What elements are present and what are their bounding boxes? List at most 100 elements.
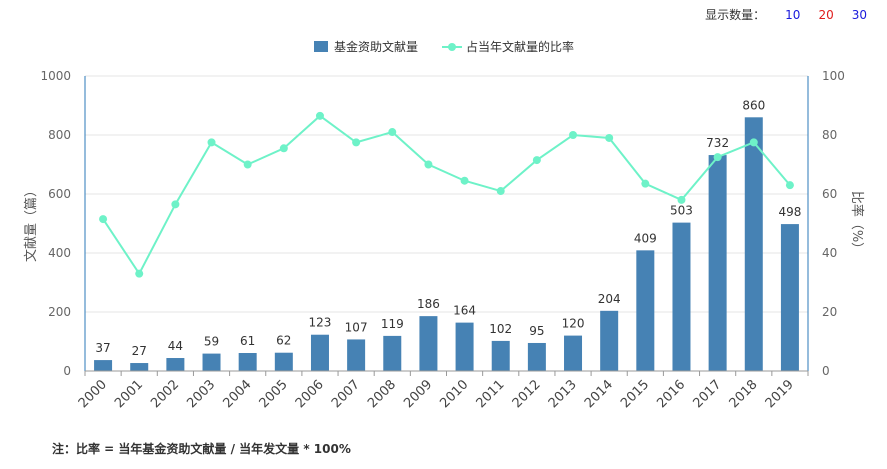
- bar-data-label: 498: [778, 205, 801, 219]
- ratio-point: [207, 138, 216, 147]
- bar: [708, 155, 727, 371]
- x-tick-label: 2014: [582, 377, 616, 411]
- ratio-point: [749, 138, 758, 147]
- x-tick-label: 2004: [220, 377, 254, 411]
- x-tick-label: 2012: [510, 377, 544, 411]
- ratio-point: [641, 179, 650, 188]
- y-right-tick-label: 0: [822, 364, 830, 378]
- bar: [672, 222, 691, 371]
- ratio-point: [99, 215, 108, 224]
- bar: [274, 352, 293, 371]
- ratio-point: [677, 195, 686, 204]
- ratio-point: [315, 111, 324, 120]
- x-tick-label: 2017: [690, 377, 724, 411]
- display-count-option-10[interactable]: 10: [785, 7, 801, 22]
- bar-data-label: 860: [742, 98, 765, 112]
- bar-data-label: 44: [168, 339, 183, 353]
- y-left-axis-title: 文献量（篇）: [24, 184, 39, 262]
- bar: [636, 250, 655, 371]
- bar-data-label: 59: [204, 335, 219, 349]
- legend-line-marker: [448, 43, 456, 51]
- x-tick-label: 2005: [257, 377, 291, 411]
- x-tick-label: 2008: [365, 377, 399, 411]
- x-tick-label: 2001: [112, 377, 146, 411]
- ratio-point: [388, 128, 397, 137]
- display-count-label: 显示数量：: [705, 8, 766, 22]
- bar-data-label: 164: [453, 304, 476, 318]
- y-left-tick-label: 400: [48, 246, 71, 260]
- x-tick-label: 2016: [654, 377, 688, 411]
- x-tick-label: 2000: [76, 377, 110, 411]
- y-left-tick-label: 800: [48, 128, 71, 142]
- bar-data-label: 120: [562, 317, 585, 331]
- bar: [780, 224, 799, 371]
- data-labels: 37 27 44 59 61 62 123 107 119 186 164 102 95 120 204 40…: [95, 98, 801, 358]
- legend[interactable]: 基金资助文献量 占当年文献量的比率: [314, 39, 574, 54]
- x-tick-label: 2003: [184, 377, 218, 411]
- bar: [347, 339, 366, 371]
- ratio-point: [243, 160, 252, 169]
- y-right-axis-title: 比率（%）: [849, 191, 865, 255]
- y-left-tick-label: 1000: [40, 69, 71, 83]
- x-tick-label: 2013: [546, 377, 580, 411]
- bar: [419, 316, 438, 371]
- bar: [744, 117, 763, 371]
- legend-bar-swatch: [314, 41, 328, 52]
- display-count-control: 显示数量： 10 20 30: [705, 6, 873, 23]
- x-tick-label: 2002: [148, 377, 182, 411]
- bar-data-label: 732: [706, 136, 729, 150]
- x-tick-label: 2006: [293, 377, 327, 411]
- display-count-option-20[interactable]: 20: [818, 7, 834, 22]
- ratio-point: [496, 187, 505, 196]
- bar-data-label: 119: [381, 317, 404, 331]
- legend-bar-label: 基金资助文献量: [334, 39, 418, 54]
- y-right-tick-label: 100: [822, 69, 845, 83]
- bar: [383, 335, 402, 371]
- ratio-point: [171, 200, 180, 209]
- ratio-line: [102, 114, 791, 276]
- x-tick-label: 2007: [329, 377, 363, 411]
- bar-data-label: 102: [489, 322, 512, 336]
- footnote: 注：比率 = 当年基金资助文献量 / 当年发文量 * 100%: [52, 442, 351, 456]
- bar-data-label: 503: [670, 204, 693, 218]
- bar-data-label: 409: [634, 231, 657, 245]
- x-tick-label: 2019: [763, 377, 797, 411]
- ratio-point: [135, 269, 144, 278]
- ratio-point: [605, 133, 614, 142]
- y-left-tick-label: 600: [48, 187, 71, 201]
- bar: [310, 334, 329, 371]
- x-tick-label: 2015: [618, 377, 652, 411]
- bar-data-label: 27: [132, 344, 147, 358]
- ratio-point: [424, 160, 433, 169]
- x-tick-label: 2011: [474, 377, 508, 411]
- x-tick-label: 2018: [727, 377, 761, 411]
- x-tick-label: 2009: [401, 377, 435, 411]
- y-left-tick-label: 0: [63, 364, 71, 378]
- bar: [564, 335, 583, 371]
- bar: [202, 353, 221, 371]
- y-right-tick-label: 80: [822, 128, 837, 142]
- ratio-point: [713, 153, 722, 162]
- y-right-tick-label: 40: [822, 246, 837, 260]
- x-tick-label: 2010: [437, 377, 471, 411]
- y-right-tick-label: 60: [822, 187, 837, 201]
- display-count-option-30[interactable]: 30: [851, 7, 867, 22]
- bar-data-label: 62: [276, 334, 291, 348]
- bar-data-label: 186: [417, 297, 440, 311]
- line-series: [99, 111, 794, 278]
- bar-data-label: 107: [345, 320, 368, 334]
- bar-series: [94, 117, 799, 371]
- ratio-point: [279, 144, 288, 153]
- grid-lines: [85, 75, 808, 313]
- ratio-point: [785, 181, 794, 190]
- bar-data-label: 123: [309, 316, 332, 330]
- bar-data-label: 37: [95, 341, 110, 355]
- bar: [491, 340, 510, 371]
- y-right-tick-label: 20: [822, 305, 837, 319]
- legend-line-label: 占当年文献量的比率: [466, 39, 574, 54]
- bar-data-label: 95: [529, 324, 544, 338]
- y-left-tick-label: 200: [48, 305, 71, 319]
- ratio-point: [352, 138, 361, 147]
- bar: [94, 360, 113, 371]
